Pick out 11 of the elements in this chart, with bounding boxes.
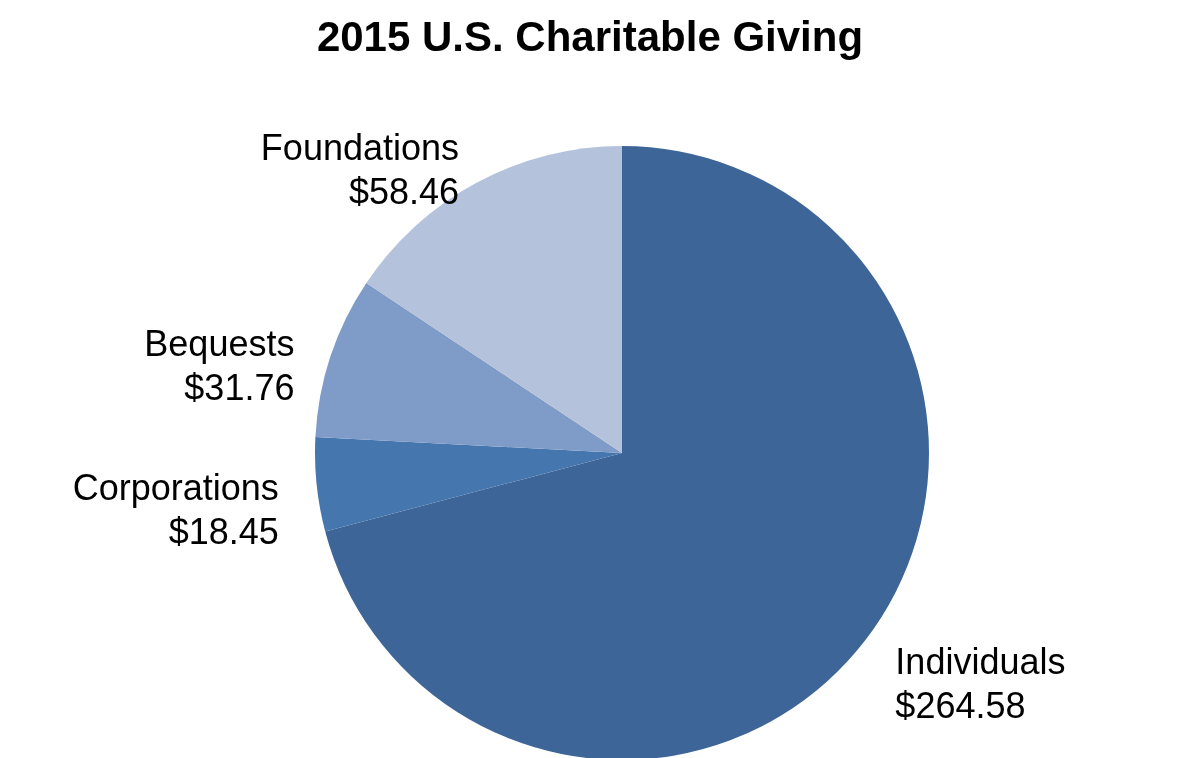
slice-label: Foundations (260, 126, 460, 168)
slice-label: Corporations (72, 466, 279, 508)
data-label: $31.76 (184, 366, 295, 408)
slice-label: Bequests (144, 322, 295, 364)
slice-label: Individuals (895, 641, 1066, 683)
data-label: $18.45 (168, 510, 279, 552)
pie-slice (315, 283, 622, 453)
data-label: $58.46 (348, 170, 460, 212)
data-label: $264.58 (895, 685, 1026, 727)
pie-slice (315, 437, 622, 532)
chart-title: 2015 U.S. Charitable Giving (316, 13, 864, 60)
